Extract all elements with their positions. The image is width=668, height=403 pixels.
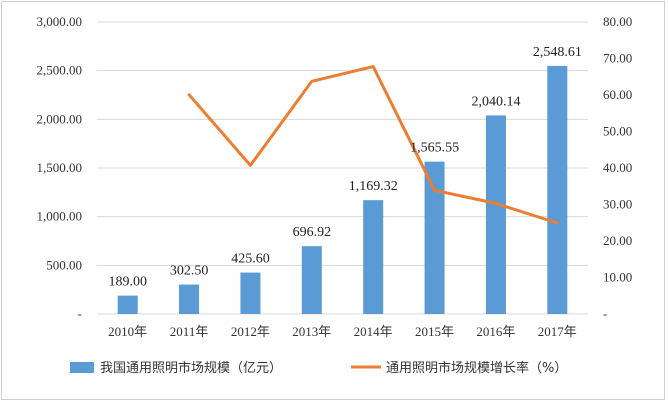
right-tick-label: 20.00 [603,233,632,248]
right-tick-label: 10.00 [603,270,632,285]
x-tick-label: 2014年 [354,324,393,339]
bar-data-labels: 189.00 302.50 425.60 696.92 1,169.32 1,565.55… [108,45,581,290]
left-tick-label: - [78,306,82,321]
right-tick-label: 40.00 [603,160,632,175]
right-tick-label: - [603,306,607,321]
left-tick-label: 1,500.00 [37,160,83,175]
x-tick-label: 2015年 [415,324,454,339]
x-axis: 2010年 2011年 2012年 2013年 2014年 2015年 2016年 2017年 [108,324,577,339]
bar-value-label: 189.00 [108,275,147,290]
left-tick-label: 500.00 [46,257,82,272]
bar [424,161,445,314]
bar [179,284,200,314]
right-tick-label: 50.00 [603,124,632,139]
growth-line-series [187,65,559,225]
bar-value-label: 425.60 [231,252,270,267]
right-tick-label: 80.00 [603,14,632,29]
bar [117,295,138,314]
x-tick-label: 2012年 [231,324,270,339]
bar [301,246,322,314]
left-tick-label: 1,000.00 [37,209,83,224]
legend-label-line: 通用照明市场规模增长率（%） [386,360,567,376]
bar [363,200,384,314]
growth-line [187,65,559,225]
right-tick-label: 60.00 [603,87,632,102]
bar-value-label: 2,548.61 [533,45,582,60]
x-tick-label: 2017年 [538,324,577,339]
right-tick-label: 70.00 [603,51,632,66]
right-tick-label: 30.00 [603,197,632,212]
x-tick-label: 2016年 [476,324,515,339]
x-tick-label: 2013年 [292,324,331,339]
left-tick-label: 2,000.00 [37,111,83,126]
bar [547,65,568,314]
legend-label-bar: 我国通用照明市场规模（亿元） [100,360,282,376]
bar-value-label: 1,565.55 [410,141,459,156]
bar-value-label: 696.92 [293,225,332,240]
legend: 我国通用照明市场规模（亿元） 通用照明市场规模增长率（%） [70,360,567,376]
bar [485,115,506,314]
bars-series [117,65,568,314]
bar-value-label: 302.50 [170,264,209,279]
right-axis: - 10.00 20.00 30.00 40.00 50.00 60.00 70.00 80.0… [603,14,632,321]
left-axis: - 500.00 1,000.00 1,500.00 2,000.00 2,500.00 3… [37,14,83,321]
bar [240,272,261,314]
bar-value-label: 2,040.14 [471,94,520,109]
legend-swatch-bar [70,362,94,373]
bar-value-label: 1,169.32 [349,179,398,194]
left-tick-label: 3,000.00 [37,14,83,29]
x-tick-label: 2011年 [170,324,209,339]
x-tick-label: 2010年 [108,324,147,339]
gridlines [97,21,588,315]
left-tick-label: 2,500.00 [37,63,83,78]
